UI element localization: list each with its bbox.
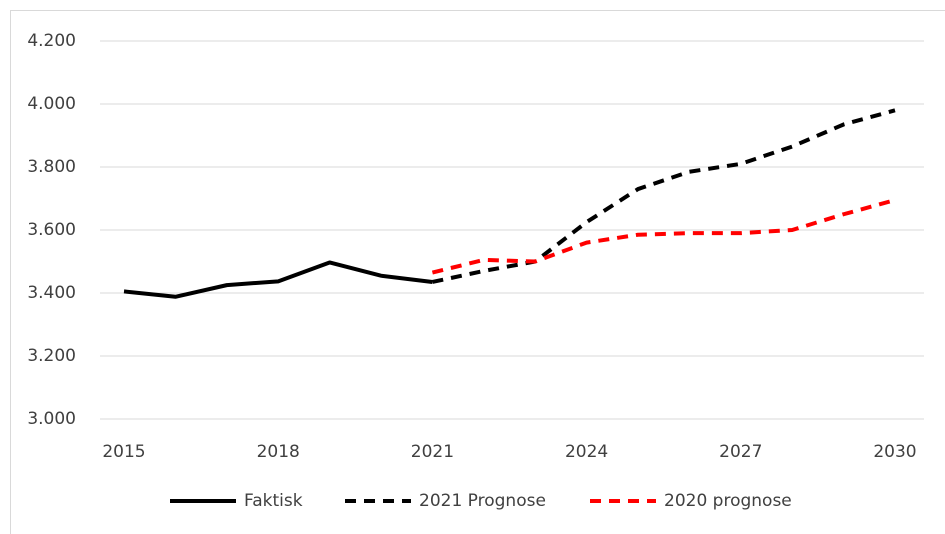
legend-label: 2021 Prognose bbox=[419, 491, 546, 511]
x-tick-label: 2027 bbox=[719, 442, 762, 462]
x-tick-label: 2021 bbox=[411, 442, 454, 462]
x-tick-label: 2030 bbox=[873, 442, 916, 462]
y-tick-label: 3.200 bbox=[27, 346, 76, 366]
data-line bbox=[123, 260, 433, 299]
legend-label: 2020 prognose bbox=[664, 491, 792, 511]
legend-label: Faktisk bbox=[244, 491, 303, 511]
y-tick-label: 3.400 bbox=[27, 283, 76, 303]
data-line bbox=[431, 198, 896, 275]
x-tick-label: 2018 bbox=[257, 442, 300, 462]
data-line bbox=[431, 108, 896, 284]
y-tick-label: 3.000 bbox=[27, 409, 76, 429]
y-tick-label: 3.800 bbox=[27, 157, 76, 177]
chart-frame bbox=[10, 10, 945, 534]
x-tick-label: 2024 bbox=[565, 442, 608, 462]
y-tick-label: 3.600 bbox=[27, 220, 76, 240]
y-tick-label: 4.000 bbox=[27, 94, 76, 114]
x-tick-label: 2015 bbox=[102, 442, 145, 462]
y-tick-label: 4.200 bbox=[27, 31, 76, 51]
